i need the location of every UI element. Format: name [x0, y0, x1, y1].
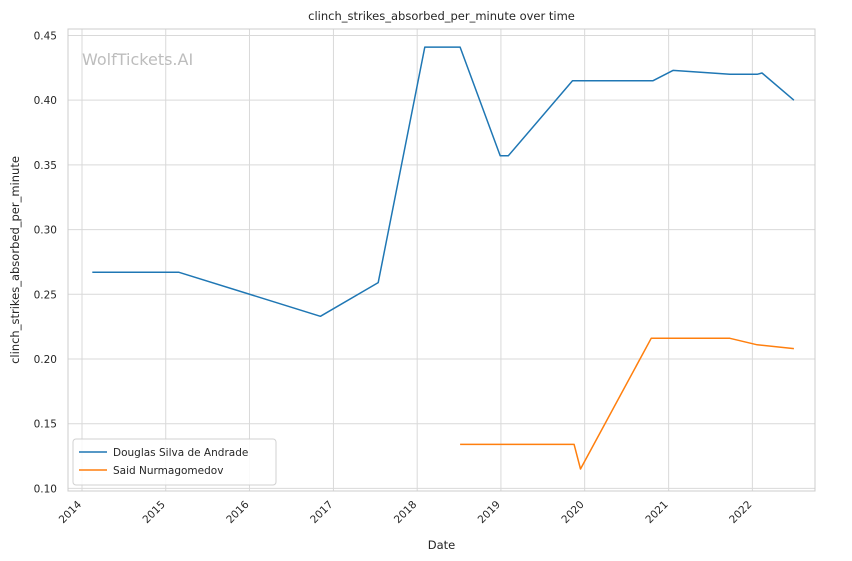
- legend-box: [72, 438, 277, 486]
- x-tick-label: 2020: [559, 499, 586, 526]
- x-tick-label: 2017: [308, 499, 335, 526]
- series-layer: [92, 46, 795, 470]
- x-tick-labels: 2014 2015 2016 2017 2018 2019 2020 2021 2022: [57, 498, 755, 526]
- y-tick-label: 0.30: [34, 225, 57, 237]
- x-tick-label: 2019: [476, 499, 503, 526]
- legend: Douglas Silva de Andrade Said Nurmagomedo…: [72, 438, 277, 486]
- y-tick-label: 0.35: [34, 160, 57, 172]
- y-tick-label: 0.15: [34, 419, 57, 431]
- legend-label-2: Said Nurmagomedov: [113, 465, 223, 477]
- x-tick-label: 2016: [224, 498, 252, 526]
- y-tick-labels: 0.10 0.15 0.20 0.25 0.30 0.35 0.40 0.45: [34, 30, 57, 495]
- x-tick-label: 2018: [392, 499, 419, 526]
- series-line-2: [460, 337, 794, 470]
- y-tick-label: 0.25: [34, 289, 57, 301]
- y-tick-label: 0.45: [34, 30, 57, 42]
- x-tick-label: 2014: [57, 498, 85, 526]
- x-tick-label: 2022: [727, 499, 754, 526]
- y-tick-label: 0.20: [34, 354, 57, 366]
- plot-frame: [67, 28, 816, 492]
- x-tick-label: 2021: [643, 499, 670, 526]
- x-tick-label: 2015: [140, 499, 167, 526]
- series-line-1: [92, 46, 795, 318]
- y-tick-label: 0.40: [34, 95, 57, 107]
- legend-label-1: Douglas Silva de Andrade: [113, 447, 248, 459]
- chart-title: clinch_strikes_absorbed_per_minute over …: [308, 9, 575, 23]
- y-tick-label: 0.10: [34, 483, 57, 495]
- y-axis-label: clinch_strikes_absorbed_per_minute: [8, 156, 22, 364]
- x-axis-label: Date: [428, 538, 456, 552]
- watermark: WolfTickets.AI: [82, 50, 193, 69]
- grid-lines: [68, 29, 815, 491]
- legend-items: Douglas Silva de Andrade Said Nurmagomedo…: [79, 447, 248, 477]
